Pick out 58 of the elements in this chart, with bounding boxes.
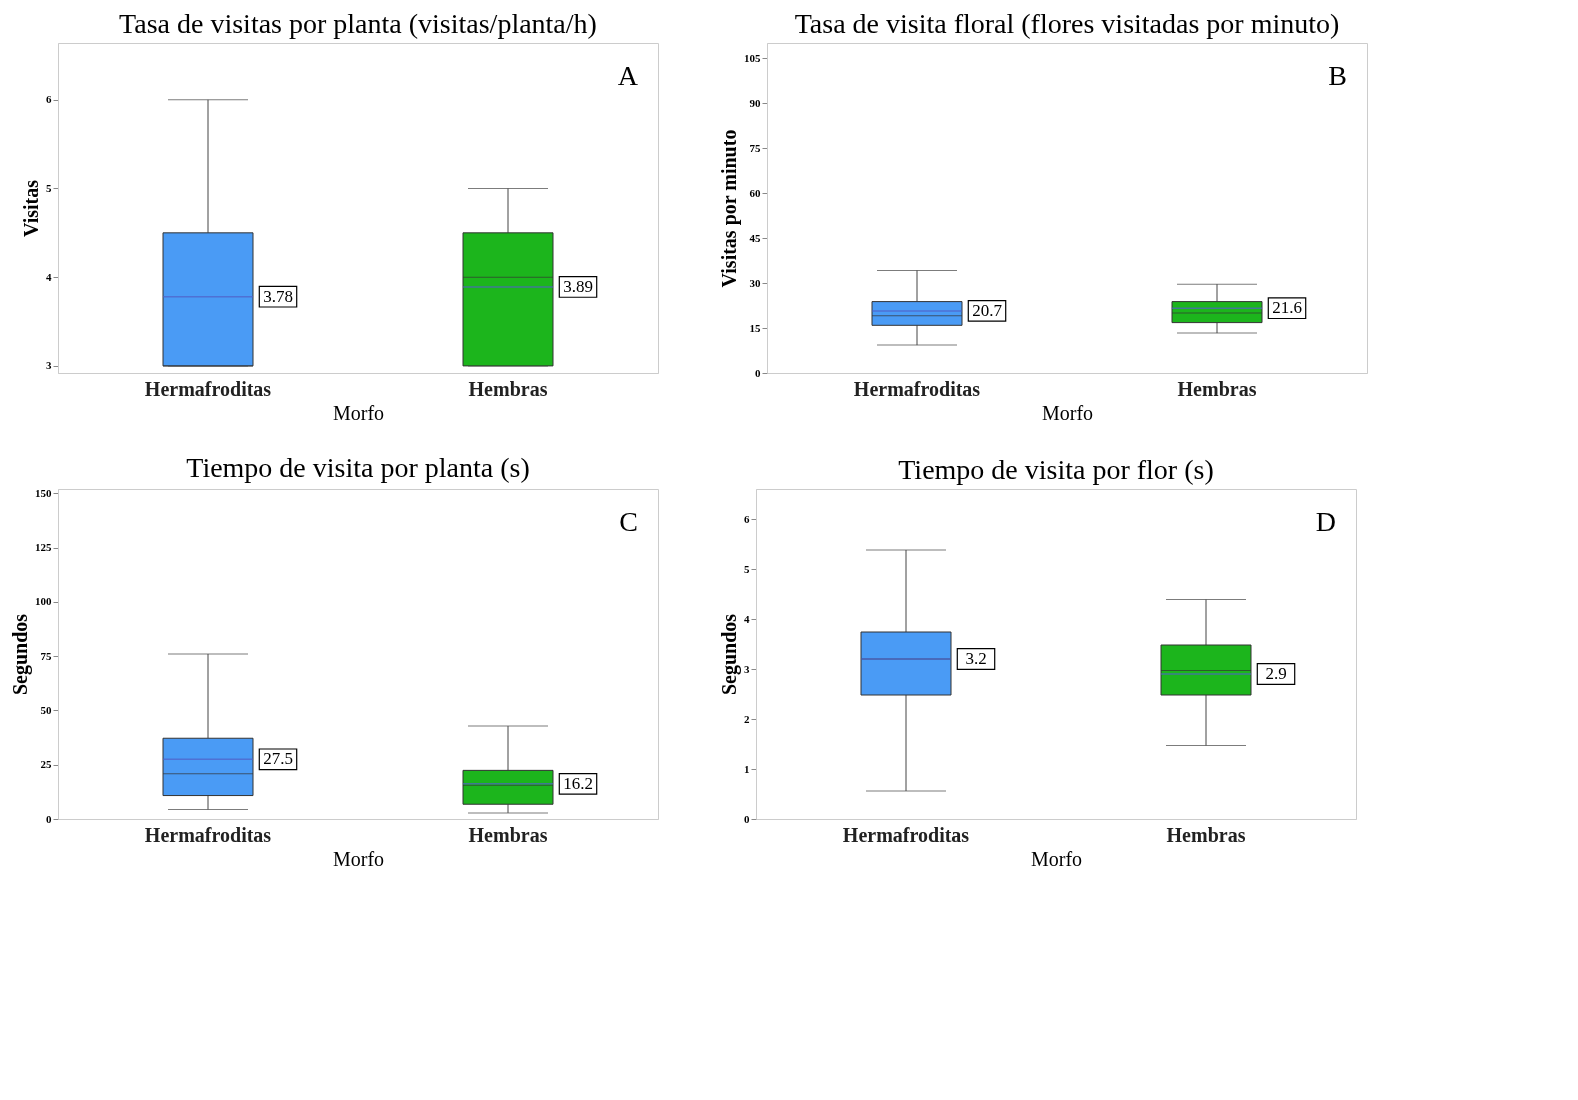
y-tick-label: 0: [744, 812, 750, 825]
chart-title: Tasa de visitas por planta (visitas/planta/h): [119, 8, 597, 39]
y-axis-title: Visitas: [20, 179, 42, 238]
y-tick-label: 50: [40, 703, 52, 716]
annotation: 3.2: [965, 649, 987, 668]
x-tick-label: Hembras: [1177, 377, 1257, 400]
annotation: D: [1315, 506, 1336, 537]
y-tick-label: 6: [744, 512, 750, 525]
chart-title: Tiempo de visita por flor (s): [898, 454, 1214, 485]
y-tick-label: 0: [46, 812, 52, 825]
annotation: 21.6: [1272, 298, 1302, 318]
annotation: 20.7: [972, 300, 1003, 320]
annotation: 2.9: [1265, 664, 1287, 683]
x-tick-label: Hermafroditas: [144, 377, 272, 400]
y-tick-label: 3: [744, 662, 750, 675]
x-axis-title: Morfo: [332, 847, 385, 870]
y-tick-label: 15: [749, 321, 761, 334]
chart-title: Tiempo de visita por planta (s): [186, 452, 530, 484]
annotation: 3.89: [563, 276, 593, 296]
y-tick-label: 4: [46, 270, 52, 283]
x-tick-label: Hermafroditas: [144, 823, 272, 846]
y-tick-label: 125: [35, 541, 52, 554]
y-tick-label: 6: [46, 93, 52, 106]
y-tick-label: 5: [744, 562, 750, 575]
y-tick-label: 1: [744, 762, 750, 775]
x-axis-title: Morfo: [1030, 847, 1083, 870]
y-axis-title: Visitas por minuto: [718, 129, 741, 288]
annotation: C: [619, 506, 638, 537]
annotation: 27.5: [263, 749, 293, 769]
y-tick-label: 105: [744, 51, 761, 64]
y-tick-label: 0: [755, 366, 761, 379]
y-tick-label: 100: [35, 595, 52, 608]
x-axis-title: Morfo: [1041, 401, 1094, 424]
y-tick-label: 75: [749, 141, 761, 154]
y-axis-title: Segundos: [718, 613, 741, 696]
y-tick-label: 2: [744, 712, 750, 725]
y-tick-label: 30: [749, 276, 761, 289]
y-tick-label: 25: [40, 758, 52, 771]
annotation: A: [617, 60, 639, 91]
y-tick-label: 90: [749, 96, 761, 109]
x-axis-title: Morfo: [332, 401, 385, 424]
x-tick-label: Hembras: [1166, 823, 1246, 846]
x-tick-label: Hembras: [468, 823, 548, 846]
y-tick-label: 4: [744, 612, 750, 625]
x-tick-label: Hermafroditas: [842, 823, 970, 846]
y-tick-label: 75: [40, 649, 52, 662]
y-axis-title: Segundos: [9, 613, 32, 696]
x-tick-label: Hembras: [468, 377, 548, 400]
annotation: 16.2: [563, 773, 593, 793]
y-tick-label: 45: [749, 231, 761, 244]
annotation: 3.78: [263, 286, 293, 306]
y-tick-label: 5: [46, 181, 52, 194]
chart-title: Tasa de visita floral (flores visitadas por minuto): [794, 8, 1340, 39]
x-tick-label: Hermafroditas: [853, 377, 981, 400]
annotation: B: [1328, 60, 1347, 91]
y-tick-label: 60: [749, 186, 761, 199]
y-tick-label: 3: [46, 359, 52, 372]
y-tick-label: 150: [35, 486, 52, 499]
